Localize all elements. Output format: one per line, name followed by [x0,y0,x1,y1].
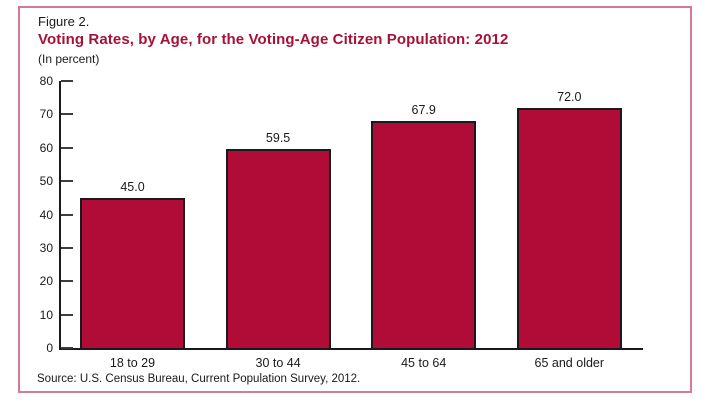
bar-45-to-64 [371,121,477,350]
y-axis-tick [61,213,73,216]
y-axis-tick-label: 40 [39,207,53,222]
x-category-label: 30 to 44 [255,356,301,370]
y-axis-tick [61,113,73,116]
y-axis-tick [61,280,73,283]
y-axis-tick [61,246,73,249]
bar-value-label: 72.0 [557,89,582,104]
y-axis-tick-label: 0 [46,341,53,355]
x-category-label: 65 and older [534,356,605,370]
x-category-label: 45 to 64 [401,356,447,370]
figure-subtitle: (In percent) [38,52,100,66]
y-axis-tick [61,347,73,349]
figure-title: Voting Rates, by Age, for the Voting-Age… [38,31,509,48]
y-axis-tick-label: 50 [39,174,53,189]
y-axis-tick [61,313,73,316]
x-axis [59,348,643,350]
figure-label: Figure 2. [38,14,90,29]
y-axis-tick-label: 10 [39,307,53,322]
y-axis-tick-label: 70 [39,107,53,122]
y-axis-tick-label: 60 [39,140,53,155]
y-axis-tick-label: 20 [39,274,53,289]
y-axis [59,81,61,350]
y-axis-tick [61,80,73,82]
x-category-label: 18 to 29 [109,356,156,370]
source-note: Source: U.S. Census Bureau, Current Popu… [37,373,361,385]
y-axis-tick [61,180,73,183]
y-axis-tick-label: 30 [39,240,53,255]
bar-30-to-44 [225,149,331,350]
y-axis-tick-label: 80 [39,74,53,88]
bar-value-label: 45.0 [120,179,145,194]
bar-18-to-29 [80,197,185,350]
bar-65-and-older [516,107,622,350]
bar-value-label: 59.5 [265,131,291,146]
y-axis-tick [61,146,73,149]
bar-value-label: 67.9 [411,103,436,118]
